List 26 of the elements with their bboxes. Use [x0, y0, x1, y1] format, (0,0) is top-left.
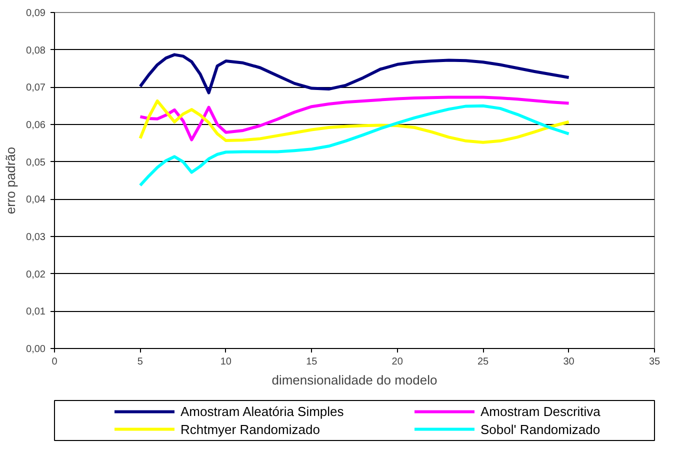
y-tick-label: 0,08 [26, 45, 46, 56]
line-series [138, 53, 570, 94]
x-tick-label: 0 [52, 356, 58, 368]
y-tick-label: 0,04 [26, 194, 46, 206]
x-tick-label: 35 [648, 356, 660, 368]
y-tick-label: 0,07 [26, 82, 46, 94]
x-tick-label: 15 [306, 356, 318, 368]
y-tick-label: 0,01 [26, 306, 46, 318]
legend-label: Amostram Descritiva [480, 404, 602, 420]
y-axis-title: erro padrão [3, 146, 18, 214]
y-tick-label: 0,00 [26, 344, 46, 355]
y-tick-label: 0,02 [26, 269, 46, 280]
legend-label: Sobol' Randomizado [480, 422, 600, 437]
y-tick-label: 0,05 [26, 157, 46, 168]
x-tick-label: 20 [392, 356, 404, 368]
x-tick-label: 5 [137, 356, 144, 368]
line-series [138, 104, 570, 187]
x-tick-label: 10 [220, 356, 232, 368]
legend-label: Rchtmyer Randomizado [180, 422, 320, 437]
x-axis-title: dimensionalidade do modelo [272, 372, 438, 388]
y-tick-label: 0,06 [26, 120, 46, 131]
x-tick-label: 25 [478, 356, 490, 368]
legend-label: Amostram Aleatória Simples [180, 404, 344, 420]
y-tick-label: 0,03 [26, 232, 46, 243]
y-tick-label: 0,09 [26, 8, 46, 19]
x-tick-label: 30 [563, 356, 575, 368]
